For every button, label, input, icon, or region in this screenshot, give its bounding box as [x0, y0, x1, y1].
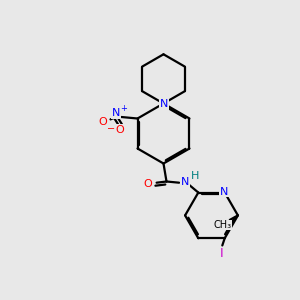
- Text: −: −: [107, 124, 116, 134]
- Text: H: H: [190, 171, 199, 182]
- Text: O: O: [143, 179, 152, 189]
- Text: I: I: [220, 248, 224, 260]
- Text: N: N: [220, 187, 228, 197]
- Text: N: N: [160, 99, 168, 109]
- Text: O: O: [115, 124, 124, 135]
- Text: N: N: [181, 177, 189, 188]
- Text: +: +: [120, 103, 127, 112]
- Text: CH₃: CH₃: [214, 220, 232, 230]
- Text: O: O: [99, 117, 107, 128]
- Text: N: N: [112, 108, 120, 118]
